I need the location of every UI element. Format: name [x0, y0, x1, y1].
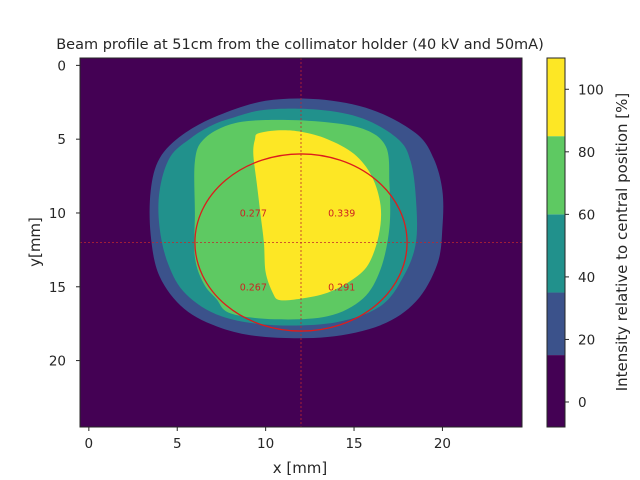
x-axis: 0 5 10 15 20: [85, 427, 451, 452]
colorbar-band: [547, 214, 565, 293]
contour-regions: [149, 98, 444, 339]
roi-circle: [194, 153, 408, 332]
x-axis-label: x [mm]: [273, 459, 328, 477]
y-axis-label: y[mm]: [26, 217, 44, 267]
colorbar-band: [547, 355, 565, 427]
y-tick-label: 15: [49, 280, 66, 296]
chart-title: Beam profile at 51cm from the collimator…: [56, 37, 544, 53]
plot-area: 0.277 0.339 0.267 0.291: [79, 57, 523, 428]
x-tick-label: 0: [85, 436, 94, 452]
annotation-value: 0.339: [328, 209, 355, 220]
y-axis: 0 5 10 15 20: [49, 58, 80, 370]
colorbar-band: [547, 136, 565, 215]
annotation-value: 0.267: [240, 282, 267, 293]
y-tick-label: 10: [49, 206, 66, 222]
colorbar-tick-label: 40: [578, 270, 595, 286]
colorbar: 0 20 40 60 80 100: [546, 57, 604, 428]
colorbar-label: Intensity relative to central position […: [613, 93, 631, 392]
colorbar-tick-label: 100: [578, 82, 604, 98]
colorbar-tick-label: 80: [578, 145, 595, 161]
colorbar-tick-label: 20: [578, 332, 595, 348]
annotation-value: 0.291: [328, 282, 355, 293]
colorbar-tick-label: 60: [578, 207, 595, 223]
colorbar-tick-label: 0: [578, 395, 587, 411]
plot-frame: [79, 57, 523, 428]
colorbar-frame: [546, 57, 566, 428]
contour-region-4: [253, 130, 382, 301]
x-tick-label: 5: [173, 436, 182, 452]
colorbar-band: [547, 58, 565, 137]
y-tick-label: 5: [57, 132, 66, 148]
x-tick-label: 10: [257, 436, 274, 452]
y-tick-label: 0: [57, 58, 66, 74]
annotation-value: 0.277: [240, 209, 267, 220]
y-tick-label: 20: [49, 354, 66, 370]
colorbar-band: [547, 292, 565, 356]
x-tick-label: 20: [434, 436, 451, 452]
overlay-layer: 0.277 0.339 0.267 0.291: [80, 58, 522, 427]
x-tick-label: 15: [345, 436, 362, 452]
